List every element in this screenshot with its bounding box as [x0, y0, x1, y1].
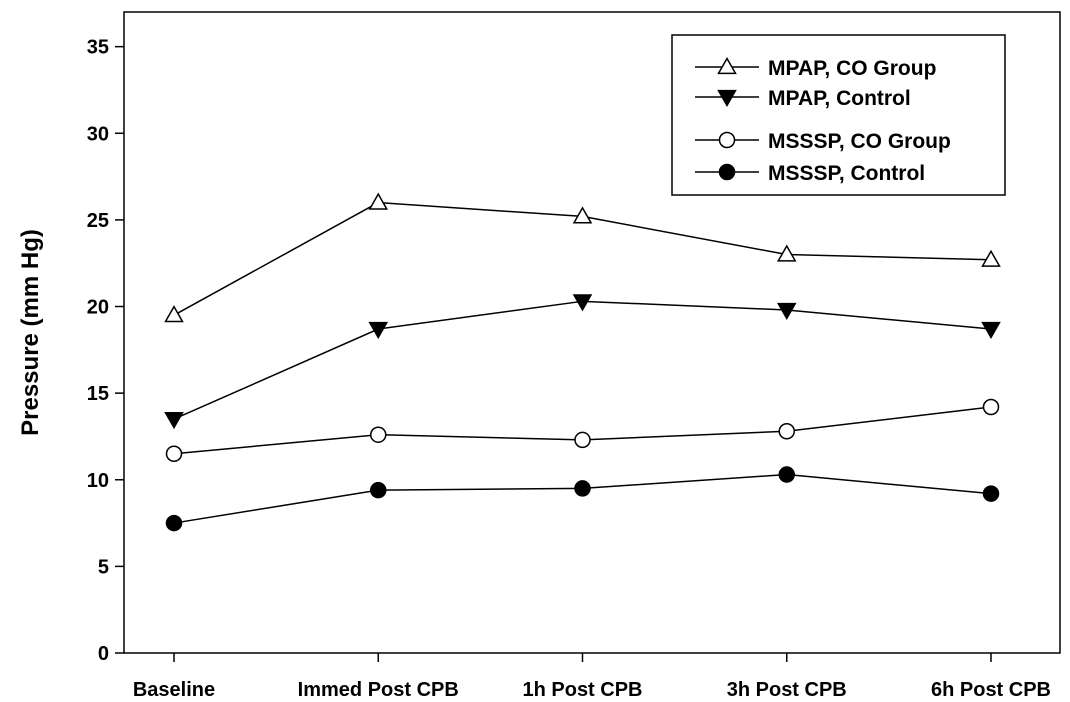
data-point: [572, 206, 593, 224]
data-point: [778, 466, 795, 483]
legend: MPAP, CO Group MPAP, Control MSSSP, CO Gro…: [671, 34, 1006, 196]
y-tick-label: 10: [87, 470, 109, 492]
y-tick-label: 30: [87, 123, 109, 145]
y-axis: 0 5 10 15 20 25 30 35: [87, 37, 124, 665]
data-point: [574, 431, 591, 449]
series-3: [165, 466, 1000, 532]
y-tick-label: 0: [98, 643, 109, 665]
legend-item: MPAP, CO Group: [695, 56, 936, 80]
legend-label: MSSSP, CO Group: [768, 130, 951, 153]
data-point: [778, 422, 795, 440]
data-point: [165, 514, 183, 532]
y-tick-label: 25: [87, 210, 109, 232]
series-1: [164, 294, 1001, 430]
legend-marker: [718, 131, 736, 149]
x-tick-label: Baseline: [133, 679, 215, 701]
legend-marker: [718, 163, 736, 181]
legend-item: MPAP, Control: [695, 87, 911, 110]
data-point: [574, 480, 591, 497]
data-point: [164, 305, 184, 323]
legend-marker: [717, 56, 737, 75]
legend-label: MPAP, CO Group: [768, 57, 936, 80]
y-tick-label: 5: [98, 556, 109, 578]
series-layer: [164, 192, 1001, 532]
plot-area: [123, 11, 1061, 654]
data-point: [982, 398, 1000, 416]
x-tick-label: Immed Post CPB: [298, 679, 459, 701]
x-axis: Baseline Immed Post CPB 1h Post CPB 3h Post…: [133, 653, 1051, 701]
y-tick-label: 15: [87, 383, 109, 405]
data-point: [164, 411, 184, 430]
y-tick-label: 35: [87, 37, 109, 59]
y-axis-title: Pressure (mm Hg): [17, 229, 44, 436]
legend-item: MSSSP, Control: [695, 162, 925, 185]
x-tick-label: 3h Post CPB: [727, 679, 847, 701]
data-point: [370, 481, 387, 499]
series-2: [165, 398, 1000, 463]
data-point: [572, 294, 593, 312]
y-tick-label: 20: [87, 297, 109, 319]
legend-marker: [717, 89, 737, 108]
data-point: [370, 426, 387, 443]
legend-item: MSSSP, CO Group: [695, 130, 951, 153]
series-0: [164, 192, 1001, 323]
series-line: [173, 300, 992, 420]
data-point: [982, 485, 1000, 502]
x-tick-label: 1h Post CPB: [522, 679, 642, 701]
data-point: [776, 244, 797, 262]
data-point: [165, 445, 183, 463]
data-point: [776, 302, 797, 320]
plot-border: [123, 11, 1061, 654]
legend-label: MSSSP, Control: [768, 162, 925, 185]
legend-label: MPAP, Control: [768, 87, 911, 110]
x-tick-label: 6h Post CPB: [931, 679, 1051, 701]
data-point: [368, 192, 389, 210]
data-point: [368, 321, 389, 340]
data-point: [981, 321, 1001, 340]
data-point: [981, 249, 1001, 267]
